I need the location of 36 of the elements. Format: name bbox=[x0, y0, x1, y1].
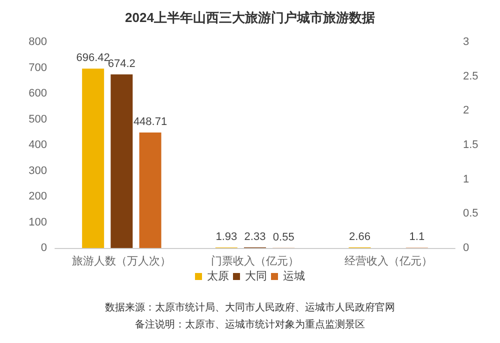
x-tick-label: 门票收入（亿元） bbox=[211, 254, 299, 268]
y2-tick-label: 1.5 bbox=[463, 139, 478, 151]
data-label: 0.55 bbox=[272, 231, 294, 244]
y-tick-label: 500 bbox=[28, 113, 47, 126]
legend-label: 运城 bbox=[283, 270, 305, 282]
x-tick-label: 旅游人数（万人次） bbox=[72, 254, 172, 268]
data-label: 696.42 bbox=[76, 52, 110, 64]
y-tick-label: 700 bbox=[28, 62, 47, 74]
data-label: 1.93 bbox=[216, 231, 238, 244]
bar bbox=[139, 132, 162, 248]
y-tick-label: 400 bbox=[28, 139, 47, 151]
y2-tick-label: 0.5 bbox=[463, 208, 478, 220]
bar bbox=[110, 74, 133, 248]
y-tick-label: 200 bbox=[28, 190, 47, 202]
y-tick-label: 800 bbox=[28, 36, 47, 48]
text: 备注说明：太原市、运城市统计对象为重点监测景区 bbox=[135, 318, 365, 330]
x-tick-label: 经营收入（亿元） bbox=[344, 254, 432, 268]
chart-title: 2024上半年山西三大旅游门户城市旅游数据 bbox=[125, 10, 375, 25]
y-tick-label: 600 bbox=[28, 88, 47, 100]
data-label: 448.71 bbox=[133, 116, 168, 128]
data-label: 2.66 bbox=[349, 230, 370, 243]
y2-tick-label: 3 bbox=[463, 36, 470, 48]
legend-label: 太原 bbox=[207, 270, 229, 282]
y-tick-label: 0 bbox=[40, 242, 47, 254]
y-tick-label: 300 bbox=[28, 164, 47, 177]
legend-label: 大同 bbox=[245, 270, 267, 282]
y-tick-label: 100 bbox=[28, 216, 47, 228]
data-label: 1.1 bbox=[409, 231, 425, 244]
y2-tick-label: 1 bbox=[463, 173, 470, 186]
y2-tick-label: 0 bbox=[463, 242, 470, 254]
data-label: 674.2 bbox=[108, 58, 136, 70]
bar bbox=[82, 68, 104, 248]
source-note: 数据来源：太原市统计局、大同市人民政府、运城市人民政府官网 bbox=[105, 302, 395, 314]
data-label: 2.33 bbox=[244, 230, 266, 243]
y2-tick-label: 2.5 bbox=[463, 70, 478, 82]
y2-tick-label: 2 bbox=[463, 104, 470, 117]
